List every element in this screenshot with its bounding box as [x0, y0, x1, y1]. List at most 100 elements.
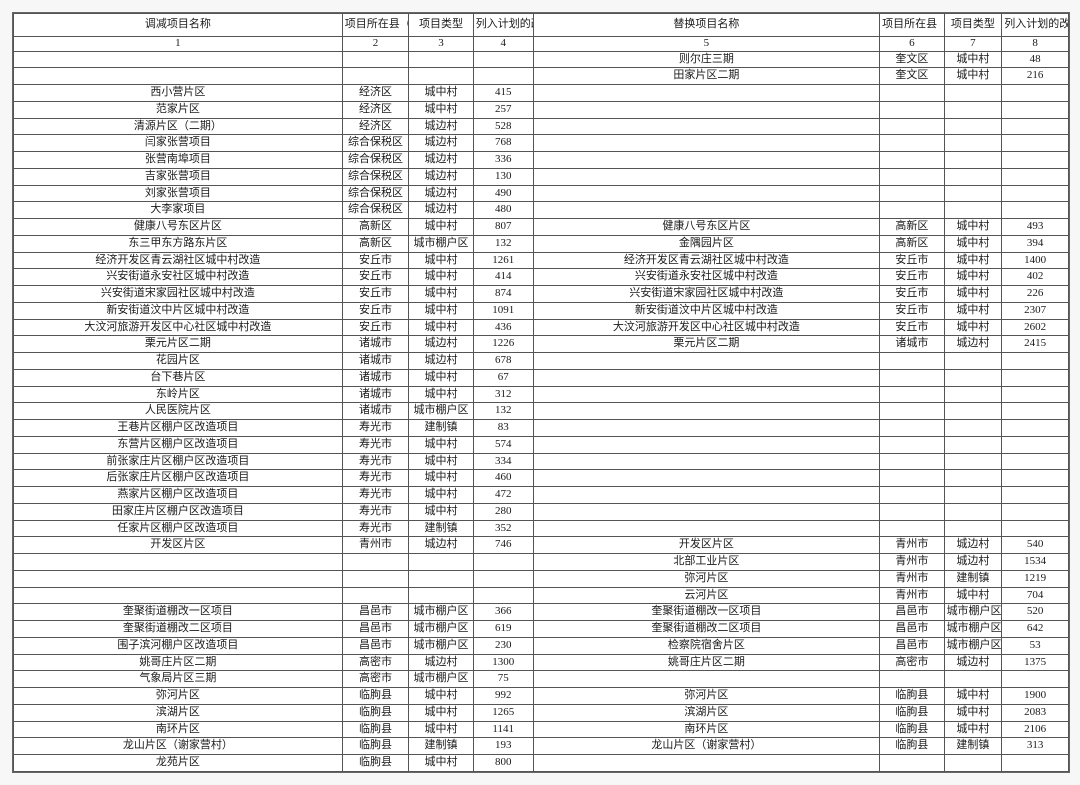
cell-r_name: 龙山片区（谢家营村）: [533, 738, 879, 755]
cell-l_type: 城中村: [409, 286, 473, 303]
table-row: 田家片区二期奎文区城中村216: [14, 68, 1069, 85]
table-row: 王巷片区棚户区改造项目寿光市建制镇83: [14, 420, 1069, 437]
cell-r_qty: [1002, 152, 1069, 169]
cell-r_type: 城市棚户区: [944, 604, 1002, 621]
cell-l_type: 城中村: [409, 487, 473, 504]
cell-r_type: 城中村: [944, 319, 1002, 336]
cell-l_qty: 414: [473, 269, 533, 286]
cell-r_name: 姚哥庄片区二期: [533, 654, 879, 671]
table-row: 大李家项目综合保税区城边村480: [14, 202, 1069, 219]
hdr-left-type: 项目类型: [409, 14, 473, 37]
cell-l_qty: [473, 587, 533, 604]
table-sheet: 调减项目名称 项目所在县（市、区） 项目类型 列入计划的改造量（套） 替换项目名…: [12, 12, 1070, 773]
cell-r_qty: 704: [1002, 587, 1069, 604]
cell-l_type: 建制镇: [409, 520, 473, 537]
cell-r_name: 大汶河旅游开发区中心社区城中村改造: [533, 319, 879, 336]
cell-l_loc: 高新区: [342, 235, 409, 252]
cell-l_name: 吉家张营项目: [14, 168, 343, 185]
cell-r_name: 弥河片区: [533, 570, 879, 587]
cell-l_loc: 寿光市: [342, 420, 409, 437]
cell-l_name: 奎聚街道棚改二区项目: [14, 621, 343, 638]
cell-r_name: [533, 403, 879, 420]
cell-l_loc: [342, 68, 409, 85]
cell-l_name: 范家片区: [14, 101, 343, 118]
cell-r_qty: 642: [1002, 621, 1069, 638]
cell-r_type: 城边村: [944, 554, 1002, 571]
cell-l_type: 城中村: [409, 269, 473, 286]
cell-l_type: 城中村: [409, 302, 473, 319]
cell-l_name: 姚哥庄片区二期: [14, 654, 343, 671]
cell-r_qty: 1375: [1002, 654, 1069, 671]
cell-l_name: 后张家庄片区棚户区改造项目: [14, 470, 343, 487]
cell-l_type: 城边村: [409, 202, 473, 219]
cell-r_type: [944, 487, 1002, 504]
cell-r_loc: [880, 353, 944, 370]
cell-r_type: [944, 85, 1002, 102]
cell-l_loc: 临朐县: [342, 721, 409, 738]
colnum-4: 4: [473, 36, 533, 51]
cell-l_name: 田家庄片区棚户区改造项目: [14, 503, 343, 520]
cell-l_name: 弥河片区: [14, 688, 343, 705]
cell-l_name: 新安街道汶中片区城中村改造: [14, 302, 343, 319]
cell-l_loc: 综合保税区: [342, 152, 409, 169]
cell-l_type: 城边村: [409, 185, 473, 202]
cell-l_name: 兴安街道宋家园社区城中村改造: [14, 286, 343, 303]
cell-l_name: 东营片区棚户区改造项目: [14, 436, 343, 453]
cell-l_name: 燕家片区棚户区改造项目: [14, 487, 343, 504]
cell-r_qty: 2602: [1002, 319, 1069, 336]
cell-l_loc: 寿光市: [342, 503, 409, 520]
cell-r_qty: 520: [1002, 604, 1069, 621]
cell-l_type: 城中村: [409, 386, 473, 403]
cell-l_type: 城中村: [409, 101, 473, 118]
cell-l_qty: 874: [473, 286, 533, 303]
cell-r_type: 城中村: [944, 688, 1002, 705]
cell-r_loc: [880, 671, 944, 688]
cell-l_qty: [473, 554, 533, 571]
cell-r_name: [533, 503, 879, 520]
cell-l_type: [409, 554, 473, 571]
cell-r_name: 新安街道汶中片区城中村改造: [533, 302, 879, 319]
cell-r_qty: 540: [1002, 537, 1069, 554]
cell-r_loc: 临朐县: [880, 704, 944, 721]
cell-l_type: 城市棚户区: [409, 671, 473, 688]
cell-r_qty: [1002, 403, 1069, 420]
cell-r_type: [944, 369, 1002, 386]
table-row: 姚哥庄片区二期高密市城边村1300姚哥庄片区二期高密市城边村1375: [14, 654, 1069, 671]
cell-r_name: [533, 369, 879, 386]
cell-r_qty: 2106: [1002, 721, 1069, 738]
cell-l_type: 城中村: [409, 436, 473, 453]
cell-l_type: 城市棚户区: [409, 604, 473, 621]
cell-r_type: 城中村: [944, 721, 1002, 738]
header-num-row: 1 2 3 4 5 6 7 8: [14, 36, 1069, 51]
cell-r_loc: 青州市: [880, 537, 944, 554]
cell-l_loc: 安丘市: [342, 302, 409, 319]
cell-r_type: 城中村: [944, 302, 1002, 319]
cell-l_qty: 619: [473, 621, 533, 638]
cell-l_qty: 480: [473, 202, 533, 219]
cell-l_loc: 昌邑市: [342, 621, 409, 638]
table-row: 奎聚街道棚改二区项目昌邑市城市棚户区619奎聚街道棚改二区项目昌邑市城市棚户区6…: [14, 621, 1069, 638]
cell-l_qty: 460: [473, 470, 533, 487]
cell-l_loc: 寿光市: [342, 436, 409, 453]
cell-l_name: [14, 51, 343, 68]
cell-r_loc: [880, 503, 944, 520]
cell-l_loc: 高新区: [342, 219, 409, 236]
table-row: 新安街道汶中片区城中村改造安丘市城中村1091新安街道汶中片区城中村改造安丘市城…: [14, 302, 1069, 319]
cell-l_type: 城中村: [409, 704, 473, 721]
cell-l_name: 开发区片区: [14, 537, 343, 554]
cell-r_qty: [1002, 353, 1069, 370]
cell-l_type: 建制镇: [409, 420, 473, 437]
cell-l_type: 城市棚户区: [409, 403, 473, 420]
cell-l_loc: 综合保税区: [342, 168, 409, 185]
cell-l_loc: 经济区: [342, 118, 409, 135]
cell-r_name: [533, 202, 879, 219]
cell-l_name: 台下巷片区: [14, 369, 343, 386]
cell-l_loc: 寿光市: [342, 453, 409, 470]
cell-l_loc: 临朐县: [342, 688, 409, 705]
cell-l_name: [14, 554, 343, 571]
cell-l_loc: 诸城市: [342, 353, 409, 370]
cell-l_loc: 昌邑市: [342, 637, 409, 654]
cell-l_qty: 193: [473, 738, 533, 755]
cell-l_qty: 992: [473, 688, 533, 705]
table-row: 龙苑片区临朐县城中村800: [14, 755, 1069, 772]
